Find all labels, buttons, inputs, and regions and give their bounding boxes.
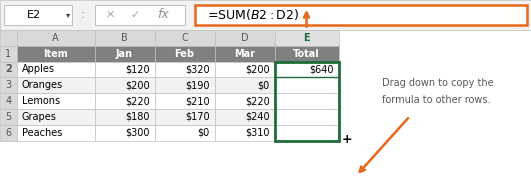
Text: E2: E2 xyxy=(27,10,41,20)
Text: B: B xyxy=(121,33,128,43)
Text: Feb: Feb xyxy=(175,49,194,59)
Text: $200: $200 xyxy=(125,80,150,90)
Text: 6: 6 xyxy=(5,128,11,138)
Text: Item: Item xyxy=(43,49,68,59)
Text: =SUM($B2:$D2): =SUM($B2:$D2) xyxy=(207,7,299,22)
Text: Mar: Mar xyxy=(234,49,255,59)
Text: C: C xyxy=(181,33,188,43)
Text: E: E xyxy=(303,33,310,43)
Text: $640: $640 xyxy=(309,64,333,74)
Text: $170: $170 xyxy=(185,112,210,122)
Text: ▾: ▾ xyxy=(66,10,70,19)
Text: 1: 1 xyxy=(5,49,11,59)
Text: $300: $300 xyxy=(125,128,150,138)
Text: $0: $0 xyxy=(257,80,270,90)
Text: fx: fx xyxy=(157,8,169,21)
Text: A: A xyxy=(52,33,59,43)
Text: Lemons: Lemons xyxy=(21,96,59,106)
Text: 2: 2 xyxy=(5,64,12,74)
Text: Jan: Jan xyxy=(116,49,133,59)
Text: ✓: ✓ xyxy=(130,10,140,20)
Text: ✕: ✕ xyxy=(105,10,115,20)
Text: $220: $220 xyxy=(245,96,270,106)
Text: $190: $190 xyxy=(185,80,210,90)
Text: $320: $320 xyxy=(185,64,210,74)
Text: Peaches: Peaches xyxy=(21,128,62,138)
Text: $200: $200 xyxy=(245,64,270,74)
Text: :: : xyxy=(81,8,85,21)
Text: $0: $0 xyxy=(197,128,210,138)
Text: $210: $210 xyxy=(185,96,210,106)
Text: 5: 5 xyxy=(5,112,11,122)
Text: Apples: Apples xyxy=(21,64,55,74)
Text: $180: $180 xyxy=(125,112,150,122)
Text: formula to other rows.: formula to other rows. xyxy=(382,95,491,105)
Text: Drag down to copy the: Drag down to copy the xyxy=(382,78,494,88)
Text: D: D xyxy=(241,33,249,43)
Text: +: + xyxy=(341,133,352,146)
Text: Grapes: Grapes xyxy=(21,112,56,122)
Text: $120: $120 xyxy=(125,64,150,74)
Text: 3: 3 xyxy=(5,80,11,90)
Text: Oranges: Oranges xyxy=(21,80,63,90)
Text: $220: $220 xyxy=(125,96,150,106)
Text: Total: Total xyxy=(293,49,320,59)
Text: 4: 4 xyxy=(5,96,11,106)
Text: $240: $240 xyxy=(245,112,270,122)
Text: $310: $310 xyxy=(245,128,270,138)
